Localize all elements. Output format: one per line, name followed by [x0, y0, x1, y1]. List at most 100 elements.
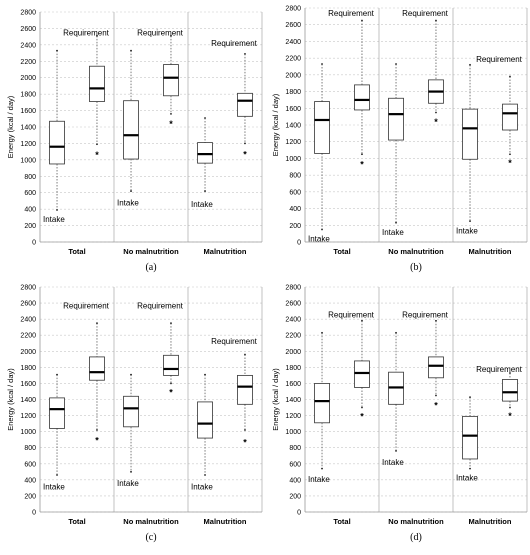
- annotation-intake: Intake: [117, 479, 139, 488]
- box: [237, 92, 253, 117]
- whisker-cap: [130, 470, 132, 473]
- outlier-marker: *: [508, 411, 512, 421]
- annotation-intake: Intake: [456, 473, 478, 482]
- y-tick-label: 2600: [285, 301, 301, 308]
- whisker-cap: [469, 396, 471, 398]
- annotation-intake: Intake: [308, 235, 330, 244]
- y-tick-label: 2600: [20, 26, 36, 33]
- whisker-cap: [321, 228, 323, 231]
- annotation-intake: Intake: [308, 475, 330, 484]
- whisker-cap: [395, 63, 397, 65]
- panel-label: (b): [410, 262, 422, 273]
- y-tick-label: 1000: [20, 429, 36, 436]
- y-tick-label: 400: [24, 207, 36, 214]
- y-tick-label: 2800: [285, 6, 301, 13]
- whisker-cap: [96, 429, 98, 431]
- y-axis-label: Energy (kcal / day): [271, 368, 280, 431]
- annotation-requirement: Requirement: [137, 29, 184, 38]
- y-tick-label: 1600: [20, 381, 36, 388]
- whisker-cap: [435, 394, 437, 397]
- box: [49, 397, 65, 429]
- box: [462, 108, 478, 160]
- box: [197, 142, 213, 164]
- outlier-marker: *: [508, 158, 512, 168]
- y-tick-label: 0: [297, 240, 301, 247]
- y-tick-label: 2000: [20, 75, 36, 82]
- whisker-cap: [56, 209, 58, 211]
- y-tick-label: 1800: [285, 89, 301, 96]
- whisker-cap: [170, 322, 172, 325]
- y-tick-label: 2200: [285, 56, 301, 63]
- box: [89, 65, 105, 102]
- whisker-cap: [361, 406, 363, 409]
- annotation-requirement: Requirement: [211, 39, 258, 48]
- whisker-cap: [170, 34, 172, 37]
- y-tick-label: 1600: [285, 106, 301, 113]
- whisker-cap: [321, 331, 323, 334]
- outlier-marker: *: [243, 437, 247, 447]
- box: [123, 100, 139, 160]
- annotation-requirement: Requirement: [476, 55, 523, 64]
- category-label: No malnutrition: [123, 517, 179, 526]
- y-tick-label: 2600: [20, 301, 36, 308]
- whisker-cap: [204, 474, 206, 476]
- whisker-cap: [395, 450, 397, 452]
- panel-2: 0 200 400 600 800 1000 1200 1400 1600 1800 2000 220…: [271, 6, 528, 273]
- whisker-cap: [130, 190, 132, 192]
- whisker-cap: [170, 112, 172, 115]
- whisker-cap: [204, 373, 206, 376]
- y-tick-label: 2800: [20, 285, 36, 292]
- whisker-cap: [56, 474, 58, 476]
- category-label: Total: [333, 247, 350, 256]
- y-tick-label: 1600: [285, 381, 301, 388]
- y-tick-label: 200: [24, 223, 36, 230]
- whisker-cap: [321, 63, 323, 65]
- annotation-intake: Intake: [43, 215, 65, 224]
- category-label: Total: [333, 517, 350, 526]
- y-tick-label: 0: [297, 510, 301, 517]
- y-tick-label: 0: [32, 240, 36, 247]
- y-tick-label: 1400: [20, 397, 36, 404]
- y-tick-label: 2000: [20, 349, 36, 356]
- outlier-marker: *: [95, 150, 99, 160]
- whisker-cap: [361, 319, 363, 322]
- y-tick-label: 2400: [285, 39, 301, 46]
- y-tick-label: 2800: [285, 285, 301, 292]
- y-tick-label: 600: [24, 190, 36, 197]
- y-tick-label: 800: [24, 445, 36, 452]
- y-tick-label: 1400: [285, 123, 301, 130]
- annotation-intake: Intake: [43, 482, 65, 491]
- y-tick-label: 200: [289, 493, 301, 500]
- y-tick-label: 1400: [20, 125, 36, 132]
- whisker-cap: [96, 322, 98, 325]
- annotation-intake: Intake: [456, 226, 478, 235]
- whisker-cap: [509, 372, 511, 374]
- y-tick-label: 800: [289, 173, 301, 180]
- box: [314, 101, 330, 154]
- whisker-cap: [469, 63, 471, 66]
- panel-label: (c): [145, 532, 156, 543]
- y-tick-label: 600: [289, 461, 301, 468]
- box: [49, 120, 65, 165]
- panel-label: (d): [410, 532, 422, 543]
- y-tick-label: 800: [24, 174, 36, 181]
- y-tick-label: 2800: [20, 10, 36, 17]
- whisker-cap: [435, 111, 437, 114]
- whisker-cap: [130, 49, 132, 52]
- annotation-requirement: Requirement: [63, 301, 110, 310]
- annotation-requirement: Requirement: [328, 9, 375, 18]
- whisker-cap: [395, 331, 397, 334]
- y-tick-label: 2400: [285, 317, 301, 324]
- y-tick-label: 2200: [285, 333, 301, 340]
- annotation-requirement: Requirement: [402, 310, 449, 319]
- category-label: Malnutrition: [469, 247, 512, 256]
- category-label: No malnutrition: [388, 517, 444, 526]
- box: [462, 415, 478, 460]
- whisker-cap: [204, 117, 206, 119]
- box: [354, 84, 370, 111]
- annotation-intake: Intake: [191, 482, 213, 491]
- box: [123, 395, 139, 428]
- y-tick-label: 2000: [285, 72, 301, 79]
- y-tick-label: 1200: [20, 141, 36, 148]
- y-tick-label: 1800: [285, 365, 301, 372]
